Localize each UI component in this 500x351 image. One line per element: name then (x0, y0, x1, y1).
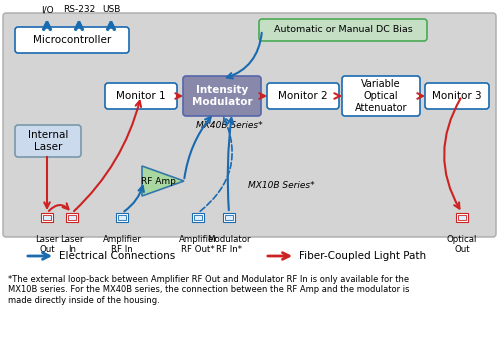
Text: USB: USB (102, 6, 120, 14)
Text: Internal
Laser: Internal Laser (28, 130, 68, 152)
FancyBboxPatch shape (116, 213, 128, 222)
Text: Amplifier
RF Out*: Amplifier RF Out* (178, 235, 218, 254)
Text: MX40B Series*: MX40B Series* (196, 121, 262, 131)
Text: Automatic or Manual DC Bias: Automatic or Manual DC Bias (274, 26, 412, 34)
Text: Fiber-Coupled Light Path: Fiber-Coupled Light Path (299, 251, 426, 261)
FancyBboxPatch shape (192, 213, 204, 222)
Text: Laser
Out: Laser Out (36, 235, 59, 254)
FancyBboxPatch shape (3, 13, 496, 237)
Text: Microcontroller: Microcontroller (33, 35, 111, 45)
FancyBboxPatch shape (456, 213, 468, 222)
Bar (458, 215, 466, 220)
FancyBboxPatch shape (259, 19, 427, 41)
Text: Electrical Connections: Electrical Connections (59, 251, 176, 261)
Text: Monitor 3: Monitor 3 (432, 91, 482, 101)
FancyBboxPatch shape (15, 125, 81, 157)
Text: RS-232: RS-232 (63, 6, 95, 14)
FancyBboxPatch shape (183, 76, 261, 116)
Text: *The external loop-back between Amplifier RF Out and Modulator RF In is only ava: *The external loop-back between Amplifie… (8, 275, 409, 305)
FancyBboxPatch shape (15, 27, 129, 53)
Polygon shape (142, 166, 184, 196)
FancyBboxPatch shape (66, 213, 78, 222)
Text: Variable
Optical
Attenuator: Variable Optical Attenuator (355, 79, 407, 113)
FancyBboxPatch shape (105, 83, 177, 109)
Text: MX10B Series*: MX10B Series* (248, 180, 314, 190)
FancyBboxPatch shape (342, 76, 420, 116)
Text: Laser
In: Laser In (60, 235, 84, 254)
Text: Monitor 2: Monitor 2 (278, 91, 328, 101)
FancyBboxPatch shape (41, 213, 53, 222)
Text: Amplifier
RF In: Amplifier RF In (102, 235, 142, 254)
Bar (194, 215, 202, 220)
FancyBboxPatch shape (425, 83, 489, 109)
Bar (68, 215, 76, 220)
Bar (118, 215, 126, 220)
Text: Optical
Out: Optical Out (447, 235, 477, 254)
Text: Monitor 1: Monitor 1 (116, 91, 166, 101)
Bar (43, 215, 51, 220)
FancyBboxPatch shape (223, 213, 235, 222)
Text: Modulator
RF In*: Modulator RF In* (208, 235, 251, 254)
Bar (225, 215, 233, 220)
FancyBboxPatch shape (267, 83, 339, 109)
Text: RF Amp: RF Amp (140, 177, 175, 185)
Text: I/O: I/O (40, 6, 54, 14)
Text: Intensity
Modulator: Intensity Modulator (192, 85, 252, 107)
